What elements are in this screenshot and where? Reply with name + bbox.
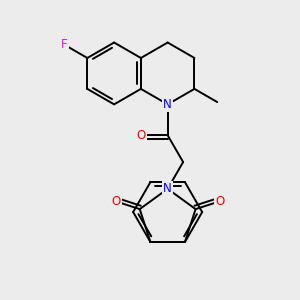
Text: O: O <box>215 195 224 208</box>
Text: N: N <box>163 182 172 195</box>
Text: F: F <box>61 38 68 51</box>
Text: N: N <box>163 98 172 111</box>
Text: O: O <box>111 195 120 208</box>
Text: O: O <box>137 129 146 142</box>
